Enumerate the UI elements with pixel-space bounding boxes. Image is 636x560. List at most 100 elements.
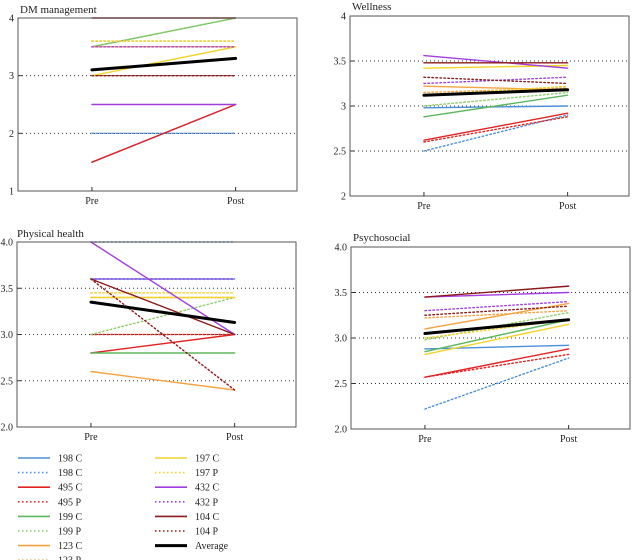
legend-item-432-c-10: 432 C (155, 483, 220, 494)
series-line-physical-health-104-c-12 (90, 278, 236, 336)
panel-physical-health: Physical health 2.0 2.5 3.0 3.5 4.0 Pre Post (1, 228, 297, 443)
legend-label: 197 P (195, 468, 219, 479)
legend-label: 198 C (58, 468, 83, 479)
legend-item-198-c-0: 198 C (18, 454, 83, 465)
panel-wellness: Wellness 2 2.5 3 3.5 4 Pre Post (334, 1, 630, 212)
legend-label: 432 C (195, 483, 220, 494)
ytick-label-psychosocial-3-0: 3.0 (335, 334, 348, 345)
ytick-label-physical-health-4-0: 4.0 (1, 238, 14, 249)
series-line-psychosocial-495-c-2 (424, 348, 570, 378)
xtick-label-dm-management-pre: Pre (85, 196, 99, 207)
series-line-wellness-495-p-3 (423, 116, 569, 143)
panel-title-physical-health: Physical health (17, 228, 84, 240)
ytick-label-physical-health-2-0: 2.0 (1, 423, 14, 434)
panel-dm-management: DM management 1 2 3 4 Pre Post (9, 4, 298, 207)
series-line-psychosocial-104-p-13 (424, 305, 570, 316)
legend-item-average-14: Average (155, 541, 229, 552)
legend-label: 495 C (58, 483, 83, 494)
series-line-dm-management-average-14 (90, 56, 238, 72)
legend-label: 104 C (195, 512, 220, 523)
legend-label: 197 C (195, 454, 220, 465)
ytick-label-psychosocial-2-0: 2.0 (335, 425, 348, 436)
ytick-label-dm-management-2: 2 (9, 129, 14, 140)
xtick-label-wellness-pre: Pre (417, 201, 431, 212)
panel-psychosocial: Psychosocial 2.0 2.5 3.0 3.5 4.0 Pre Post (335, 232, 631, 445)
panel-title-psychosocial: Psychosocial (353, 232, 410, 244)
series-line-psychosocial-199-c-4 (424, 319, 570, 353)
ytick-label-wellness-3-5: 3.5 (334, 57, 347, 68)
ytick-label-wellness-2-5: 2.5 (334, 147, 347, 158)
chart-panels: DM management 1 2 3 4 Pre Post Wellness 2 2.5 3 3.5… (1, 1, 631, 445)
series-line-psychosocial-432-p-11 (424, 300, 570, 312)
series-line-physical-health-average-14 (89, 300, 237, 324)
panel-title-dm-management: DM management (20, 4, 97, 16)
ytick-label-dm-management-4: 4 (9, 14, 14, 25)
series-line-physical-health-495-c-2 (90, 333, 236, 354)
series-line-wellness-199-c-4 (423, 94, 569, 118)
legend-label: 199 P (58, 527, 82, 538)
plot-frame-psychosocial (350, 246, 631, 430)
series-line-psychosocial-495-p-3 (424, 353, 570, 378)
legend-item-495-p-3: 495 P (18, 497, 82, 508)
ytick-label-wellness-4: 4 (341, 12, 346, 23)
legend-item-432-p-11: 432 P (155, 497, 219, 508)
xtick-label-dm-management-post: Post (227, 196, 244, 207)
series-line-psychosocial-198-c-0 (424, 344, 570, 350)
series-line-physical-health-199-p-5 (90, 296, 236, 336)
legend-label: 123 C (58, 541, 83, 552)
xtick-label-psychosocial-pre: Pre (418, 434, 432, 445)
series-line-wellness-199-p-5 (423, 91, 569, 107)
legend-item-104-c-12: 104 C (155, 512, 220, 523)
xtick-label-wellness-post: Post (559, 201, 576, 212)
legend-label: 199 C (58, 512, 83, 523)
legend-label: 198 C (58, 454, 83, 465)
series-line-physical-health-104-p-13 (90, 278, 236, 391)
plot-frame-dm-management (17, 17, 298, 192)
series-line-wellness-432-c-10 (423, 54, 569, 69)
series-line-dm-management-197-c-8 (91, 46, 237, 77)
series-line-dm-management-199-p-5 (91, 17, 237, 48)
ytick-label-psychosocial-4-0: 4.0 (335, 243, 348, 254)
series-line-dm-management-495-c-2 (91, 103, 237, 163)
legend-label: Average (195, 541, 229, 552)
legend-label: 432 P (195, 497, 219, 508)
series-line-psychosocial-average-14 (423, 318, 571, 335)
legend-item-197-p-9: 197 P (155, 468, 219, 479)
ytick-label-physical-health-2-5: 2.5 (1, 376, 14, 387)
series-line-wellness-495-c-2 (423, 112, 569, 141)
legend-item-104-p-13: 104 P (155, 527, 219, 538)
legend-item-123-p-7: 123 P (18, 556, 82, 560)
series-line-physical-health-123-c-6 (90, 370, 236, 391)
xtick-label-physical-health-post: Post (226, 432, 243, 443)
ytick-label-dm-management-1: 1 (9, 187, 14, 198)
ytick-label-wellness-3: 3 (341, 102, 346, 113)
series-line-psychosocial-432-c-10 (424, 291, 570, 298)
legend-label: 104 P (195, 527, 219, 538)
plot-frame-wellness (349, 15, 630, 197)
xtick-label-physical-health-pre: Pre (84, 432, 98, 443)
series-line-psychosocial-104-c-12 (424, 285, 570, 298)
legend-item-199-p-5: 199 P (18, 527, 82, 538)
ytick-label-wellness-2: 2 (341, 192, 346, 203)
legend-item-199-c-4: 199 C (18, 512, 83, 523)
legend-label: 123 P (58, 556, 82, 560)
legend-item-197-c-8: 197 C (155, 454, 220, 465)
xtick-label-psychosocial-post: Post (560, 434, 577, 445)
series-line-psychosocial-198-c-1 (424, 357, 570, 410)
series-line-psychosocial-123-p-7 (424, 310, 570, 319)
legend-item-123-c-6: 123 C (18, 541, 83, 552)
ytick-label-physical-health-3-5: 3.5 (1, 284, 14, 295)
legend-item-495-c-2: 495 C (18, 483, 83, 494)
plot-frame-physical-health (16, 241, 297, 428)
series-line-wellness-104-p-13 (423, 76, 569, 85)
panel-title-wellness: Wellness (352, 1, 391, 13)
ytick-label-psychosocial-2-5: 2.5 (335, 379, 348, 390)
series-line-wellness-198-c-0 (423, 105, 569, 109)
ytick-label-dm-management-3: 3 (9, 71, 14, 82)
series-line-wellness-average-14 (422, 88, 570, 97)
legend-label: 495 P (58, 497, 82, 508)
series-line-psychosocial-197-c-8 (424, 323, 570, 356)
legend: 198 C 198 C 495 C 495 P 199 C 199 P 123 C 123 P… (18, 454, 229, 560)
legend-item-198-c-1: 198 C (18, 468, 83, 479)
